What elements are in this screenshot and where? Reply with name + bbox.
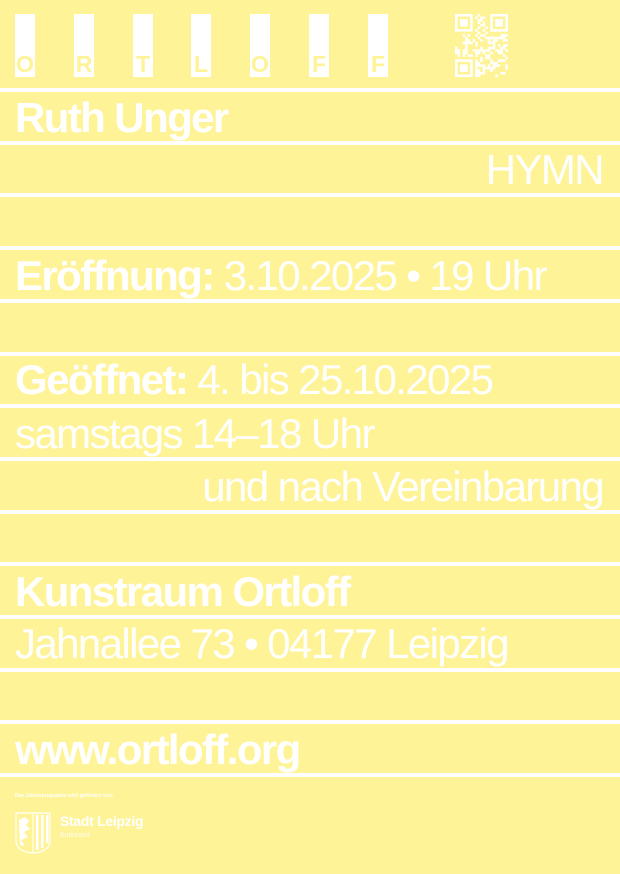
venue-name: Kunstraum Ortloff (15, 568, 351, 615)
sponsor-department: Kulturamt (60, 832, 90, 839)
logo-block-o2: O (250, 14, 270, 77)
rule-line (0, 615, 620, 619)
open-dates: 4. bis 25.10.2025 (197, 356, 494, 403)
rule-line (0, 298, 620, 303)
rule-line (0, 193, 620, 198)
website-link[interactable]: www.ortloff.org (15, 726, 301, 773)
venue-address: Jahnallee 73 • 04177 Leipzig (15, 620, 510, 667)
logo-letter: O (16, 51, 34, 77)
logo-block-f: F (309, 14, 329, 77)
logo-letter: O (251, 51, 269, 77)
rule-line (0, 456, 620, 461)
funding-text: Das Jahresprogramm wird gefördert von: (15, 793, 114, 799)
rule-line (0, 404, 620, 409)
logo-block-o: O (15, 14, 35, 77)
rule-line (0, 246, 620, 251)
logo-letter: F (311, 51, 327, 77)
rule-line (0, 140, 620, 145)
open-note: und nach Vereinbarung (202, 463, 604, 510)
logo-block-f2: F (368, 14, 388, 77)
open-hours: samstags 14–18 Uhr (15, 410, 375, 457)
open-label: Geöffnet: (15, 356, 189, 403)
opening-label: Eröffnung: (15, 252, 215, 299)
sponsor-name: Stadt Leipzig (60, 813, 144, 829)
rule-line (0, 720, 620, 725)
logo-letter: T (135, 51, 151, 77)
logo-block-t: T (133, 14, 153, 77)
artist-name: Ruth Unger (15, 94, 229, 141)
opening-value: 3.10.2025 • 19 Uhr (223, 252, 548, 299)
logo-block-l: L (191, 14, 211, 77)
rule-line (0, 509, 620, 514)
qr-code-icon[interactable] (455, 14, 508, 77)
logo-block-r: R (74, 14, 94, 77)
rule-line (0, 351, 620, 356)
rule-line (0, 88, 620, 92)
open-line: Geöffnet: 4. bis 25.10.2025 (15, 356, 494, 403)
logo-letter: L (193, 51, 209, 77)
rule-line (0, 773, 620, 778)
logo-letter: F (370, 51, 386, 77)
logo-letter: R (75, 51, 93, 77)
leipzig-coat-of-arms-icon (15, 812, 51, 854)
opening-line: Eröffnung: 3.10.2025 • 19 Uhr (15, 252, 548, 299)
exhibition-title: HYMN (485, 146, 605, 193)
rule-line (0, 667, 620, 672)
rule-line (0, 562, 620, 567)
